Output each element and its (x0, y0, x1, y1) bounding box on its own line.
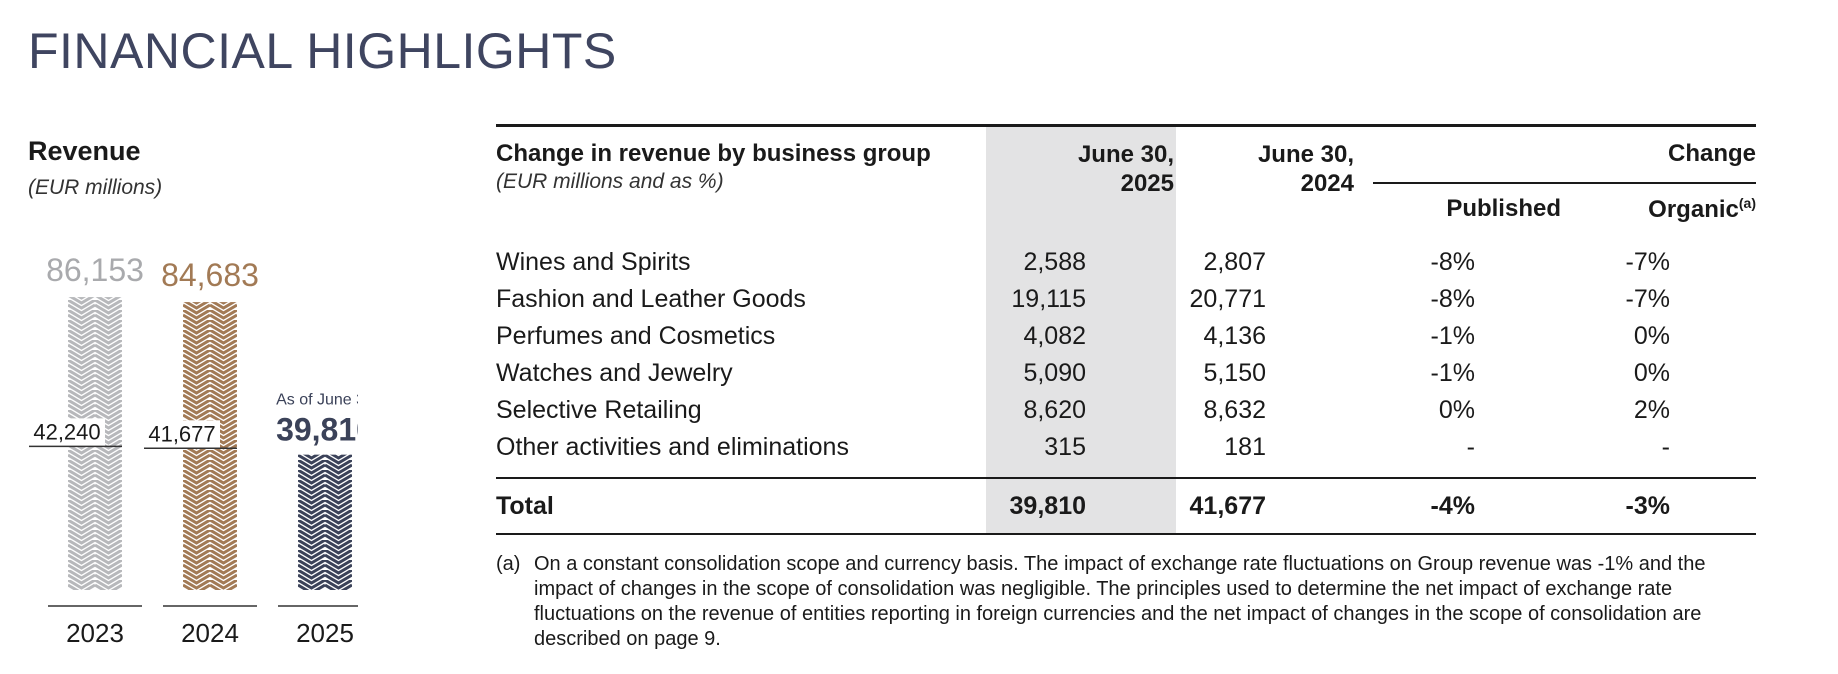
category-label: 2023 (66, 618, 124, 648)
change-organic: 2% (1633, 396, 1670, 424)
row-label: Selective Retailing (496, 396, 702, 424)
half-year-label-bg (29, 418, 105, 447)
value-2024: 5,150 (1203, 359, 1266, 387)
highlight-column-2025 (986, 126, 1176, 535)
value-2024: 4,136 (1203, 322, 1266, 350)
table-row: Fashion and Leather Goods 19,115 20,771 -8%… (496, 285, 1752, 321)
table-total-row: Total 39,810 41,677 -4% -3% (496, 492, 1752, 528)
value-2024: 181 (1224, 433, 1266, 461)
change-published: -1% (1430, 322, 1475, 350)
half-year-label-bg (144, 420, 220, 449)
row-label: Total (496, 492, 554, 520)
change-organic: -3% (1625, 492, 1670, 520)
value-2024: 2,807 (1203, 248, 1266, 276)
row-label: Fashion and Leather Goods (496, 285, 806, 313)
column-header-organic-label: Organic (1648, 196, 1739, 223)
change-published: - (1466, 433, 1475, 461)
row-label: Perfumes and Cosmetics (496, 322, 776, 350)
revenue-chart-unit: (EUR millions) (28, 176, 163, 199)
change-published: -1% (1430, 359, 1475, 387)
table-top-rule (496, 124, 1756, 127)
footnote-mark: (a) (496, 553, 521, 575)
value-2025: 2,588 (1023, 248, 1086, 276)
category-label: 2025 (296, 618, 354, 648)
column-header-2025-line1: June 30, (1077, 141, 1174, 168)
half-year-value-label: 42,240 (33, 419, 100, 444)
column-header-2024-line1: June 30, (1257, 141, 1354, 168)
column-header-2024-line2: 2024 (1300, 170, 1354, 197)
revenue-chart-title: Revenue (28, 136, 141, 166)
footnote-ref: (a) (1738, 195, 1756, 211)
total-top-rule (496, 477, 1756, 479)
page-title: FINANCIAL HIGHLIGHTS (28, 23, 617, 79)
change-organic: -7% (1625, 248, 1670, 276)
row-label: Watches and Jewelry (496, 359, 733, 387)
table-row: Selective Retailing 8,620 8,632 0% 2% (496, 396, 1752, 432)
footnote-text: On a constant consolidation scope and cu… (534, 553, 1706, 650)
category-label: 2024 (181, 618, 239, 648)
total-value-label: 84,683 (161, 257, 259, 293)
column-header-published: Published (1446, 195, 1561, 222)
change-published: -4% (1430, 492, 1475, 520)
table-bottom-rule (496, 533, 1756, 535)
table-title: Change in revenue by business group (496, 140, 931, 167)
row-label: Wines and Spirits (496, 248, 691, 276)
change-organic: 0% (1633, 359, 1670, 387)
as-of-annotation: As of June 30 (276, 392, 358, 409)
value-2025: 315 (1044, 433, 1086, 461)
value-2024: 20,771 (1189, 285, 1266, 313)
change-group-rule (1373, 182, 1756, 184)
table-row: Other activities and eliminations 315 181 -… (496, 433, 1752, 469)
value-2025: 4,082 (1023, 322, 1086, 350)
table-row: Watches and Jewelry 5,090 5,150 -1% 0% (496, 359, 1752, 395)
revenue-chart-block: Revenue (EUR millions) 2023 86,153 2024 84,… (28, 130, 358, 660)
table-subtitle: (EUR millions and as %) (496, 170, 724, 193)
column-header-2025: June 30, 2025 (1078, 140, 1174, 198)
total-value-label: 39,810 (276, 412, 358, 448)
column-header-2024: June 30, 2024 (1258, 140, 1354, 198)
value-2024: 41,677 (1189, 492, 1266, 520)
row-label: Other activities and eliminations (496, 433, 849, 461)
value-2025: 19,115 (1011, 285, 1086, 313)
total-value-label: 86,153 (46, 252, 144, 288)
table-row: Wines and Spirits 2,588 2,807 -8% -7% (496, 248, 1752, 284)
change-published: -8% (1430, 248, 1475, 276)
change-organic: -7% (1625, 285, 1670, 313)
column-header-organic: Organic(a) (1648, 195, 1756, 224)
change-published: -8% (1430, 285, 1475, 313)
value-2025: 39,810 (1009, 492, 1086, 520)
column-header-2025-line2: 2025 (1120, 170, 1174, 197)
change-organic: - (1661, 433, 1670, 461)
table-row: Perfumes and Cosmetics 4,082 4,136 -1% 0% (496, 322, 1752, 358)
value-2025: 5,090 (1023, 359, 1086, 387)
revenue-bar-2025 (298, 454, 352, 590)
change-published: 0% (1438, 396, 1475, 424)
revenue-chart-svg: 2023 86,153 2024 84,683 2025 39,810 42,240 41,6… (29, 252, 358, 648)
value-2025: 8,620 (1023, 396, 1086, 424)
column-header-change: Change (1667, 140, 1756, 167)
change-organic: 0% (1633, 322, 1670, 350)
half-year-value-label: 41,677 (148, 421, 215, 446)
value-2024: 8,632 (1203, 396, 1266, 424)
